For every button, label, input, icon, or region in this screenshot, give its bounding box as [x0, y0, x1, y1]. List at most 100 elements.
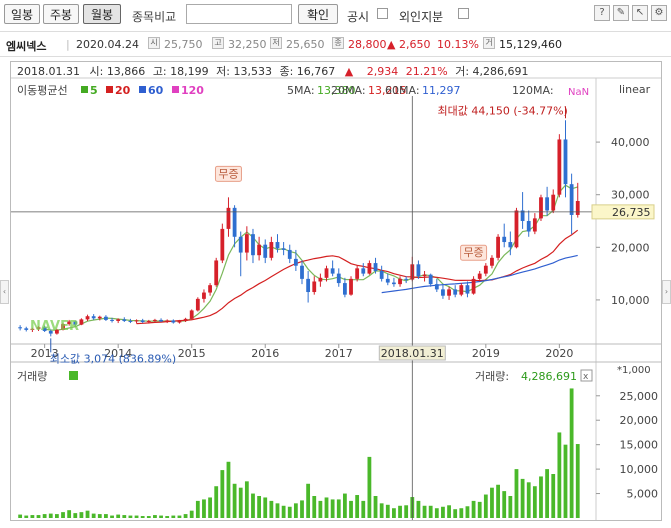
candle-body — [539, 197, 543, 219]
volume-bar — [324, 497, 329, 518]
volume-unit: *1,000 — [617, 365, 651, 376]
candle-body — [459, 285, 464, 295]
cursor-date: 2018.01.31 — [17, 65, 80, 78]
close-value: 28,800 — [348, 38, 387, 51]
volume-bar — [195, 500, 200, 518]
volume-bar — [36, 515, 41, 518]
candle-body — [545, 197, 550, 211]
volume-bar — [563, 444, 568, 518]
settings-icon[interactable]: ⚙ — [651, 5, 667, 21]
volume-bar — [18, 514, 23, 518]
volume-icon: 거 — [483, 37, 495, 49]
volume-bar — [54, 514, 59, 518]
surge-marker: 무증 — [460, 244, 488, 261]
volume-bar — [281, 505, 286, 518]
candle-body — [318, 277, 323, 282]
candle-body — [342, 283, 347, 295]
ma5-line — [44, 184, 578, 331]
volume-bar — [73, 513, 78, 518]
candle-body — [392, 282, 396, 285]
current-price: 26,735 — [612, 206, 651, 219]
volume-bar — [300, 500, 304, 518]
lightbulb-icon[interactable]: ? — [594, 5, 610, 21]
confirm-button[interactable]: 확인 — [298, 4, 338, 24]
volume-bar — [373, 496, 378, 518]
legend-swatch — [172, 86, 179, 93]
cursor-volume-label: 거: — [455, 65, 469, 78]
monthly-button[interactable]: 월봉 — [83, 4, 121, 24]
volume-bar — [404, 505, 409, 518]
volume-close-button[interactable] — [580, 369, 593, 382]
candle-body — [312, 281, 317, 293]
volume-bar — [91, 513, 96, 518]
candle-body — [79, 319, 84, 325]
candle-body — [293, 258, 298, 266]
weekly-button[interactable]: 주봉 — [43, 4, 79, 24]
ma-value-label: 60MA: — [385, 84, 420, 97]
vol-y-tick-label: 20,000 — [620, 414, 659, 427]
candle-body — [502, 236, 507, 243]
close-icon[interactable]: x — [583, 372, 589, 382]
compare-input[interactable] — [186, 4, 292, 24]
y-tick-label: 20,000 — [611, 241, 650, 254]
candle-body — [177, 320, 182, 323]
low-icon: 저 — [270, 37, 282, 49]
candle-body — [97, 316, 102, 319]
vol-y-tick-label: 25,000 — [620, 390, 659, 403]
candle-body — [30, 328, 35, 330]
legend-label: 5 — [90, 84, 98, 97]
cursor-change-arrow: ▲ — [345, 65, 354, 78]
volume-bar — [330, 499, 335, 518]
cursor-icon[interactable]: ↖ — [632, 5, 648, 21]
foreign-checkbox[interactable] — [458, 8, 469, 19]
candle-body — [416, 264, 421, 277]
candle-body — [128, 320, 133, 322]
candle-body — [441, 289, 445, 296]
quote-date: 2020.04.24 — [76, 38, 139, 51]
ma-value: 13,215 — [368, 84, 407, 97]
candle-body — [24, 328, 29, 330]
volume-bar — [385, 504, 390, 518]
candle-body — [398, 278, 402, 285]
volume-bar — [238, 487, 243, 518]
candle-body — [514, 210, 519, 248]
candle-body — [447, 289, 451, 296]
pencil-icon[interactable]: ✎ — [613, 5, 629, 21]
candle-body — [226, 207, 231, 229]
volume-bar — [312, 496, 317, 518]
candle-body — [263, 244, 268, 258]
candle-body — [122, 319, 127, 321]
legend-swatch — [106, 86, 113, 93]
change-value: ▲ 2,650 — [387, 38, 431, 51]
candle-body — [490, 257, 494, 266]
candle-body — [324, 268, 329, 278]
candle-body — [563, 139, 568, 185]
candle-body — [520, 210, 525, 221]
candle-body — [61, 324, 65, 330]
toolbar: 일봉 주봉 월봉 종목비교 확인 공시 외인지분 ? ✎ ↖ ⚙ — [0, 0, 671, 30]
candle-body — [251, 234, 255, 256]
daily-button[interactable]: 일봉 — [4, 4, 40, 24]
volume-bar — [361, 500, 366, 518]
scale-label[interactable]: linear — [619, 83, 651, 96]
candle-body — [42, 327, 47, 331]
candle-body — [300, 265, 304, 279]
ma-value-label: 20MA: — [331, 84, 366, 97]
candle-body — [85, 316, 90, 320]
volume-bar — [569, 388, 574, 518]
volume-bar — [428, 505, 433, 518]
chart-frame — [10, 61, 662, 521]
candle-body — [18, 327, 23, 329]
volume-bar — [226, 461, 231, 518]
cursor-high-label: 고: — [153, 65, 167, 78]
scroll-left-handle[interactable]: ‹ — [0, 280, 9, 304]
candle-body — [557, 139, 562, 195]
disclosure-checkbox[interactable] — [377, 8, 388, 19]
candle-body — [140, 320, 145, 323]
volume-bar — [146, 516, 151, 518]
volume-bar — [244, 481, 249, 518]
volume-bar — [67, 510, 72, 518]
candle-body — [171, 320, 176, 323]
